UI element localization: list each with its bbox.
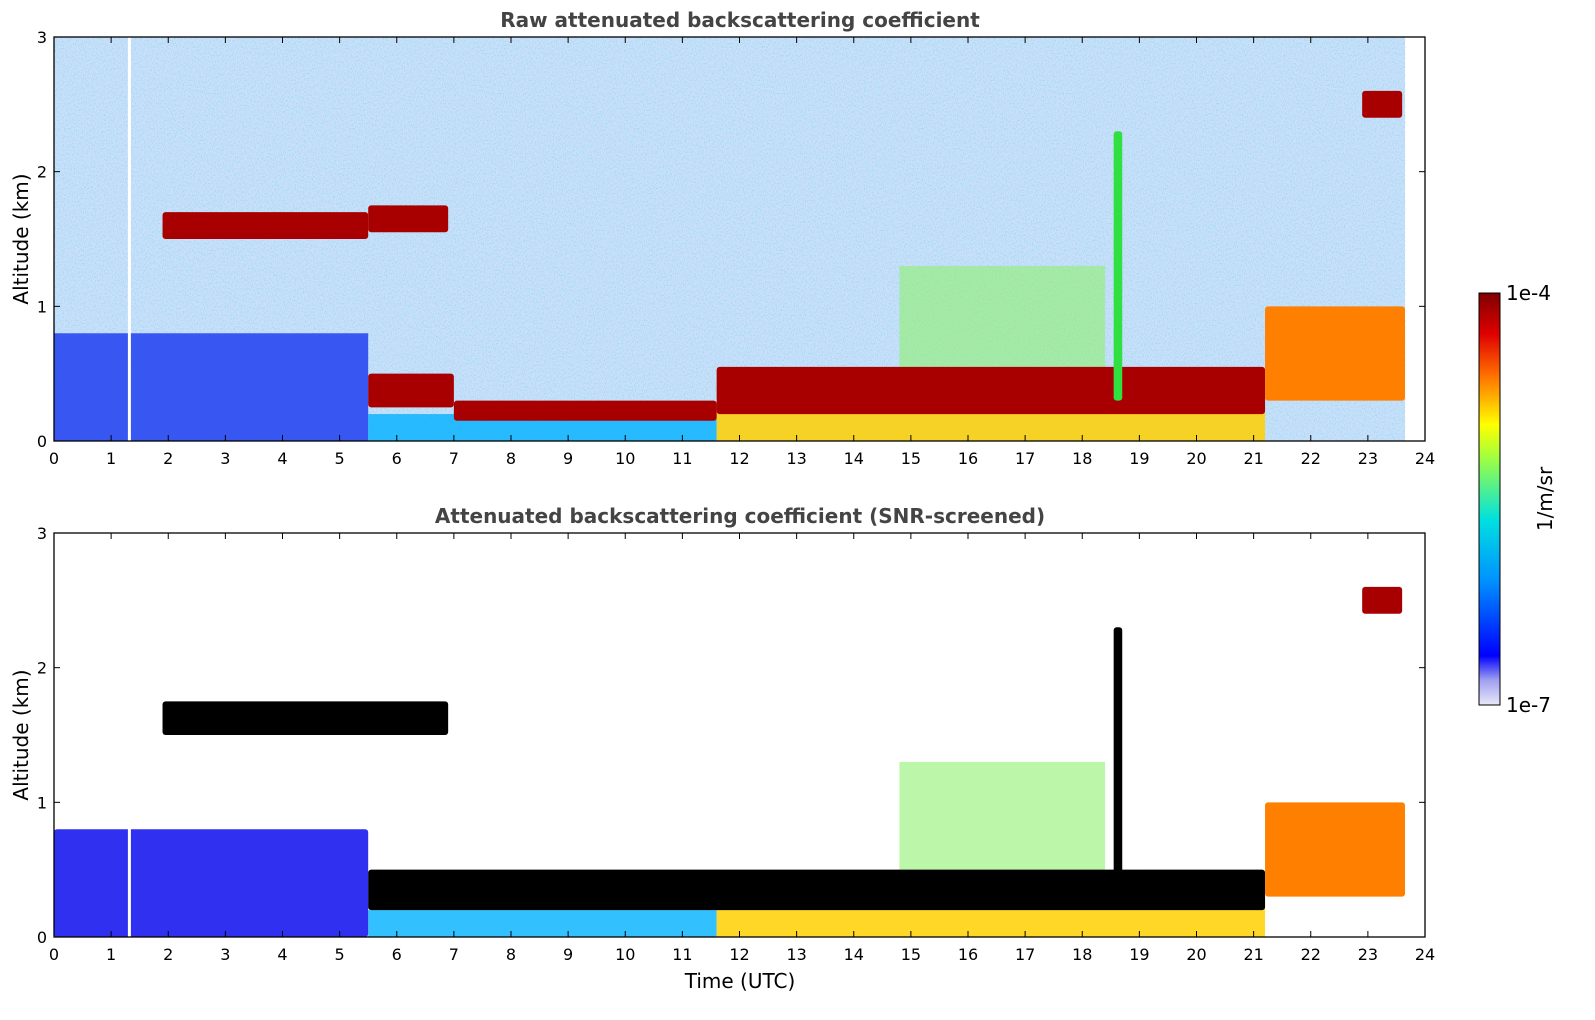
x-tick-label: 4: [277, 945, 287, 964]
x-tick-label: 7: [449, 449, 459, 468]
y-tick-label: 0: [37, 432, 47, 451]
x-tick-label: 3: [220, 945, 230, 964]
layer-7: [1362, 90, 1403, 118]
x-tick-label: 16: [958, 449, 978, 468]
layer-5: [1362, 586, 1403, 614]
x-tick-label: 0: [49, 449, 59, 468]
aerosol-low: [368, 910, 717, 937]
panel-raw: Raw attenuated backscattering coefficien…: [9, 8, 1435, 468]
x-tick-label: 15: [901, 945, 921, 964]
x-tick-label: 14: [844, 945, 864, 964]
panel-raw-ylabel: Altitude (km): [9, 173, 33, 304]
layer-4: [716, 366, 1266, 415]
x-tick-label: 17: [1015, 945, 1035, 964]
x-tick-label: 10: [615, 945, 635, 964]
x-tick-label: 23: [1358, 945, 1378, 964]
y-tick-label: 2: [37, 163, 47, 182]
x-tick-label: 11: [672, 945, 692, 964]
panel-raw-heatmap: [54, 37, 1406, 441]
x-tick-label: 2: [163, 449, 173, 468]
x-tick-label: 8: [506, 945, 516, 964]
x-tick-label: 11: [672, 449, 692, 468]
layer-4: [1265, 802, 1406, 897]
x-tick-label: 4: [277, 449, 287, 468]
x-tick-label: 10: [615, 449, 635, 468]
x-tick-label: 23: [1358, 449, 1378, 468]
panel-screened-ticks: 0 1 2 3 4 5 6 7 8 9 10 11 12 13 14 15 16 17 18 19 20 21 22 23 24…: [37, 524, 1435, 964]
x-tick-label: 6: [392, 945, 402, 964]
x-tick-label: 21: [1243, 945, 1263, 964]
panel-raw-ticks: 0 1 2 3 4 5 6 7 8 9 10 11 12 13 14 15 16 17 18 19 20 21 22 23 24…: [37, 28, 1435, 468]
y-tick-label: 1: [37, 793, 47, 812]
x-tick-label: 12: [729, 945, 749, 964]
colorbar-label: 1/m/sr: [1533, 466, 1557, 531]
x-tick-label: 24: [1415, 449, 1435, 468]
y-tick-label: 2: [37, 659, 47, 678]
layer-3: [1113, 627, 1123, 897]
x-tick-label: 14: [844, 449, 864, 468]
layer-2: [368, 373, 454, 408]
x-tick-label: 6: [392, 449, 402, 468]
layer-1: [54, 829, 369, 937]
panel-screened: Attenuated backscattering coefficient (S…: [9, 504, 1435, 993]
x-tick-label: 20: [1186, 449, 1206, 468]
x-tick-label: 1: [106, 449, 116, 468]
x-tick-label: 19: [1129, 945, 1149, 964]
x-tick-label: 21: [1243, 449, 1263, 468]
x-tick-label: 2: [163, 945, 173, 964]
x-tick-label: 15: [901, 449, 921, 468]
colorbar: 1e-4 1e-7 1/m/sr: [1478, 281, 1557, 717]
colorbar-max-label: 1e-4: [1506, 281, 1551, 305]
x-tick-label: 0: [49, 945, 59, 964]
x-tick-label: 13: [786, 449, 806, 468]
x-tick-label: 8: [506, 449, 516, 468]
x-tick-label: 1: [106, 945, 116, 964]
x-tick-label: 12: [729, 449, 749, 468]
layer-0: [162, 701, 449, 735]
colorbar-min-label: 1e-7: [1506, 693, 1551, 717]
layer-6: [1265, 306, 1406, 401]
layer-5: [1113, 131, 1123, 401]
layer-3: [453, 400, 717, 421]
layer-1: [368, 205, 449, 233]
x-tick-label: 5: [335, 449, 345, 468]
x-tick-label: 9: [563, 449, 573, 468]
panel-raw-title: Raw attenuated backscattering coefficien…: [500, 8, 980, 32]
x-tick-label: 22: [1301, 945, 1321, 964]
layer-2: [368, 869, 1266, 911]
y-tick-label: 0: [37, 928, 47, 947]
layer-0: [162, 212, 369, 239]
y-tick-label: 3: [37, 28, 47, 47]
x-tick-label: 18: [1072, 945, 1092, 964]
x-tick-label: 19: [1129, 449, 1149, 468]
x-tick-label: 9: [563, 945, 573, 964]
panel-screened-heatmap: [54, 533, 1406, 937]
y-tick-label: 1: [37, 297, 47, 316]
x-tick-label: 16: [958, 945, 978, 964]
x-tick-label: 3: [220, 449, 230, 468]
x-tick-label: 22: [1301, 449, 1321, 468]
x-tick-label: 24: [1415, 945, 1435, 964]
x-tick-label: 5: [335, 945, 345, 964]
x-tick-label: 18: [1072, 449, 1092, 468]
colorbar-bar: [1478, 292, 1501, 706]
x-tick-label: 7: [449, 945, 459, 964]
panel-screened-xlabel: Time (UTC): [684, 969, 796, 993]
x-tick-label: 17: [1015, 449, 1035, 468]
boundary-layer-low: [54, 333, 369, 441]
x-tick-label: 13: [786, 945, 806, 964]
panel-screened-ylabel: Altitude (km): [9, 669, 33, 800]
x-tick-label: 20: [1186, 945, 1206, 964]
y-tick-label: 3: [37, 524, 47, 543]
panel-screened-title: Attenuated backscattering coefficient (S…: [435, 504, 1045, 528]
